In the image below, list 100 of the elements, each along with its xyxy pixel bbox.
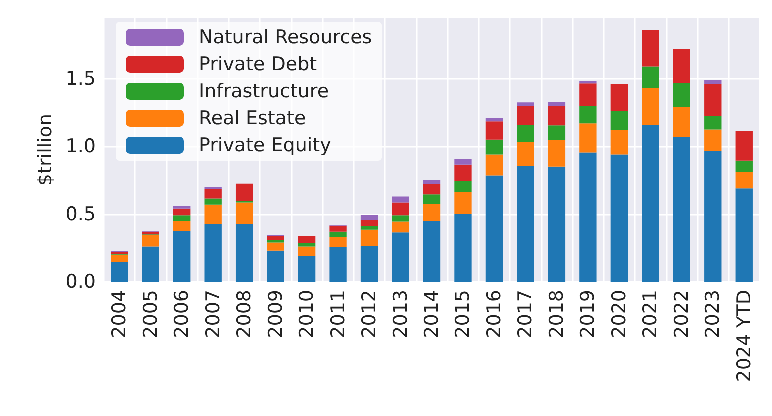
bar — [330, 237, 347, 248]
bar — [548, 140, 566, 167]
x-tick-label: 2005 — [140, 290, 162, 338]
bar — [673, 49, 690, 83]
x-tick-label: 2008 — [234, 290, 256, 338]
bar — [423, 194, 441, 204]
bar — [174, 221, 191, 232]
bar — [204, 224, 222, 282]
bar — [610, 84, 628, 112]
bar — [174, 206, 191, 209]
x-tick-label: 2011 — [327, 290, 350, 338]
x-tick-label: 2015 — [452, 290, 474, 338]
bar — [642, 88, 660, 125]
bar — [642, 30, 660, 67]
y-axis-title: $trillion — [34, 114, 56, 186]
bar — [704, 84, 722, 116]
x-tick-label: 2019 — [577, 290, 600, 338]
bar — [736, 160, 753, 172]
x-tick-label: 2023 — [702, 290, 724, 338]
bar — [486, 154, 504, 176]
bar — [142, 232, 160, 235]
bar — [517, 124, 534, 143]
x-tick-label: 2022 — [670, 290, 693, 338]
bar — [580, 84, 597, 106]
bar — [392, 196, 410, 203]
x-tick-label: 2020 — [608, 290, 630, 338]
x-tick-label: 2018 — [546, 290, 568, 338]
bar — [360, 214, 378, 220]
bar — [736, 188, 753, 282]
x-tick-label: 2024 YTD — [733, 290, 756, 382]
bar — [236, 184, 254, 202]
bar — [330, 247, 347, 282]
bar — [204, 204, 222, 224]
x-tick-label: 2016 — [483, 290, 506, 338]
bar — [673, 137, 690, 282]
x-tick-label: 2010 — [296, 290, 318, 338]
bar — [204, 189, 222, 199]
x-tick-label: 2021 — [640, 290, 662, 338]
bar — [610, 130, 628, 155]
bar — [580, 80, 597, 84]
bar — [330, 226, 347, 232]
bar — [673, 82, 690, 108]
bar — [423, 180, 441, 185]
bar — [423, 221, 441, 282]
bar — [360, 226, 378, 230]
bar — [298, 246, 316, 256]
y-tick-label: 1.0 — [66, 136, 96, 158]
bar — [392, 232, 410, 282]
bar — [704, 151, 722, 282]
bar — [111, 262, 128, 282]
bar — [486, 122, 504, 140]
bar — [204, 198, 222, 205]
bar — [360, 230, 378, 246]
x-tick-label: 2004 — [108, 290, 131, 338]
bar — [454, 192, 472, 214]
bar — [580, 106, 597, 124]
bar — [267, 242, 284, 251]
legend-label: Real Estate — [199, 108, 306, 130]
bar — [174, 208, 191, 216]
bar — [454, 214, 472, 282]
bar — [174, 216, 191, 222]
x-tick-label: 2009 — [264, 290, 287, 338]
bar — [580, 152, 597, 282]
bar — [454, 164, 472, 182]
bar — [298, 243, 316, 247]
bar — [517, 166, 534, 282]
bar — [736, 131, 753, 161]
bar — [236, 224, 254, 282]
bar — [486, 176, 504, 282]
x-tick-label: 2013 — [390, 290, 412, 338]
bar — [548, 102, 566, 106]
bar — [142, 235, 160, 247]
y-tick-label: 1.5 — [66, 68, 96, 90]
bar — [174, 231, 191, 282]
bar — [423, 184, 441, 195]
y-tick-label: 0.0 — [66, 271, 96, 293]
x-tick-label: 2006 — [171, 290, 194, 338]
bar — [360, 220, 378, 226]
bar — [736, 172, 753, 189]
y-tick-label: 0.5 — [66, 203, 96, 226]
bar — [267, 240, 284, 243]
bar — [330, 232, 347, 238]
bar — [580, 124, 597, 153]
bar — [517, 142, 534, 166]
bar — [548, 106, 566, 126]
bar — [298, 236, 316, 244]
bar — [704, 130, 722, 152]
legend-label: Private Debt — [199, 54, 318, 76]
bar — [267, 236, 284, 240]
bar — [392, 202, 410, 216]
x-tick-label: 2014 — [421, 290, 443, 338]
legend-label: Private Equity — [199, 134, 332, 156]
bar — [392, 216, 410, 222]
x-tick-label: 2017 — [514, 290, 537, 338]
bar — [454, 159, 472, 165]
bar — [454, 181, 472, 192]
bar — [517, 106, 534, 125]
bar — [486, 118, 504, 122]
x-tick-label: 2012 — [358, 290, 381, 338]
bar — [548, 126, 566, 141]
